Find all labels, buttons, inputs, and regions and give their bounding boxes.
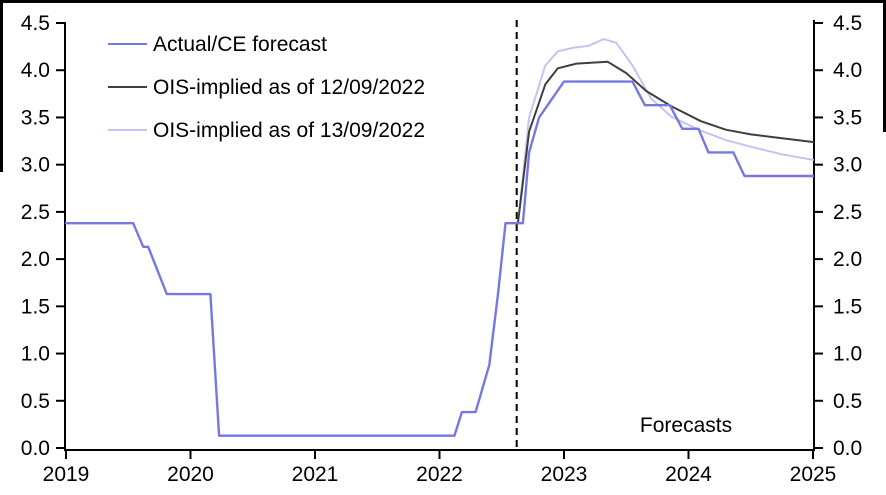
legend-line-swatch-ois-12-09 xyxy=(108,86,147,88)
x-tick-label: 2024 xyxy=(665,463,712,486)
forecasts-annotation: Forecasts xyxy=(639,414,733,437)
series-line-actual-ce-forecast xyxy=(64,80,815,437)
y-tick-label-left: 1.0 xyxy=(21,343,50,366)
x-tick-label: 2023 xyxy=(541,463,588,486)
legend-label: OIS-implied as of 12/09/2022 xyxy=(153,75,425,99)
y-tick-label-left: 3.0 xyxy=(21,154,50,177)
legend-label: Actual/CE forecast xyxy=(153,32,327,56)
y-tick-label-left: 0.5 xyxy=(21,390,50,413)
frame-border-left xyxy=(0,0,3,172)
y-tick-label-right: 1.0 xyxy=(833,343,862,366)
y-tick-label-right: 2.0 xyxy=(833,248,862,271)
legend: Actual/CE forecast OIS-implied as of 12/… xyxy=(108,31,425,143)
legend-line-swatch-ois-13-09 xyxy=(108,129,147,131)
x-tick-label: 2019 xyxy=(43,463,90,486)
y-tick-label-left: 1.5 xyxy=(21,295,50,318)
y-tick-label-left: 4.0 xyxy=(21,59,50,82)
y-tick-label-right: 4.0 xyxy=(833,59,862,82)
x-tick-label: 2020 xyxy=(167,463,214,486)
y-tick-label-right: 1.5 xyxy=(833,295,862,318)
legend-item: OIS-implied as of 12/09/2022 xyxy=(108,74,425,100)
y-tick-label-right: 3.0 xyxy=(833,154,862,177)
legend-label: OIS-implied as of 13/09/2022 xyxy=(153,118,425,142)
y-tick-label-left: 4.5 xyxy=(21,12,50,35)
y-tick-label-right: 0.5 xyxy=(833,390,862,413)
y-tick-label-left: 2.5 xyxy=(21,201,50,224)
y-tick-label-right: 4.5 xyxy=(833,12,862,35)
y-tick-label-right: 2.5 xyxy=(833,201,862,224)
y-tick-label-right: 0.0 xyxy=(833,437,862,460)
y-tick-label-left: 2.0 xyxy=(21,248,50,271)
x-tick-label: 2021 xyxy=(292,463,339,486)
y-tick-label-left: 0.0 xyxy=(21,437,50,460)
y-tick-label-left: 3.5 xyxy=(21,106,50,129)
legend-line-swatch-actual xyxy=(108,43,147,45)
x-tick-label: 2025 xyxy=(790,463,837,486)
frame-border-right xyxy=(883,0,886,132)
series-line-ois-implied-13-09-2022 xyxy=(516,38,814,225)
legend-item: Actual/CE forecast xyxy=(108,31,425,57)
legend-item: OIS-implied as of 13/09/2022 xyxy=(108,117,425,143)
x-tick-label: 2022 xyxy=(416,463,463,486)
y-tick-label-right: 3.5 xyxy=(833,106,862,129)
series-line-ois-implied-12-09-2022 xyxy=(516,60,814,225)
frame-border-top xyxy=(0,0,886,3)
